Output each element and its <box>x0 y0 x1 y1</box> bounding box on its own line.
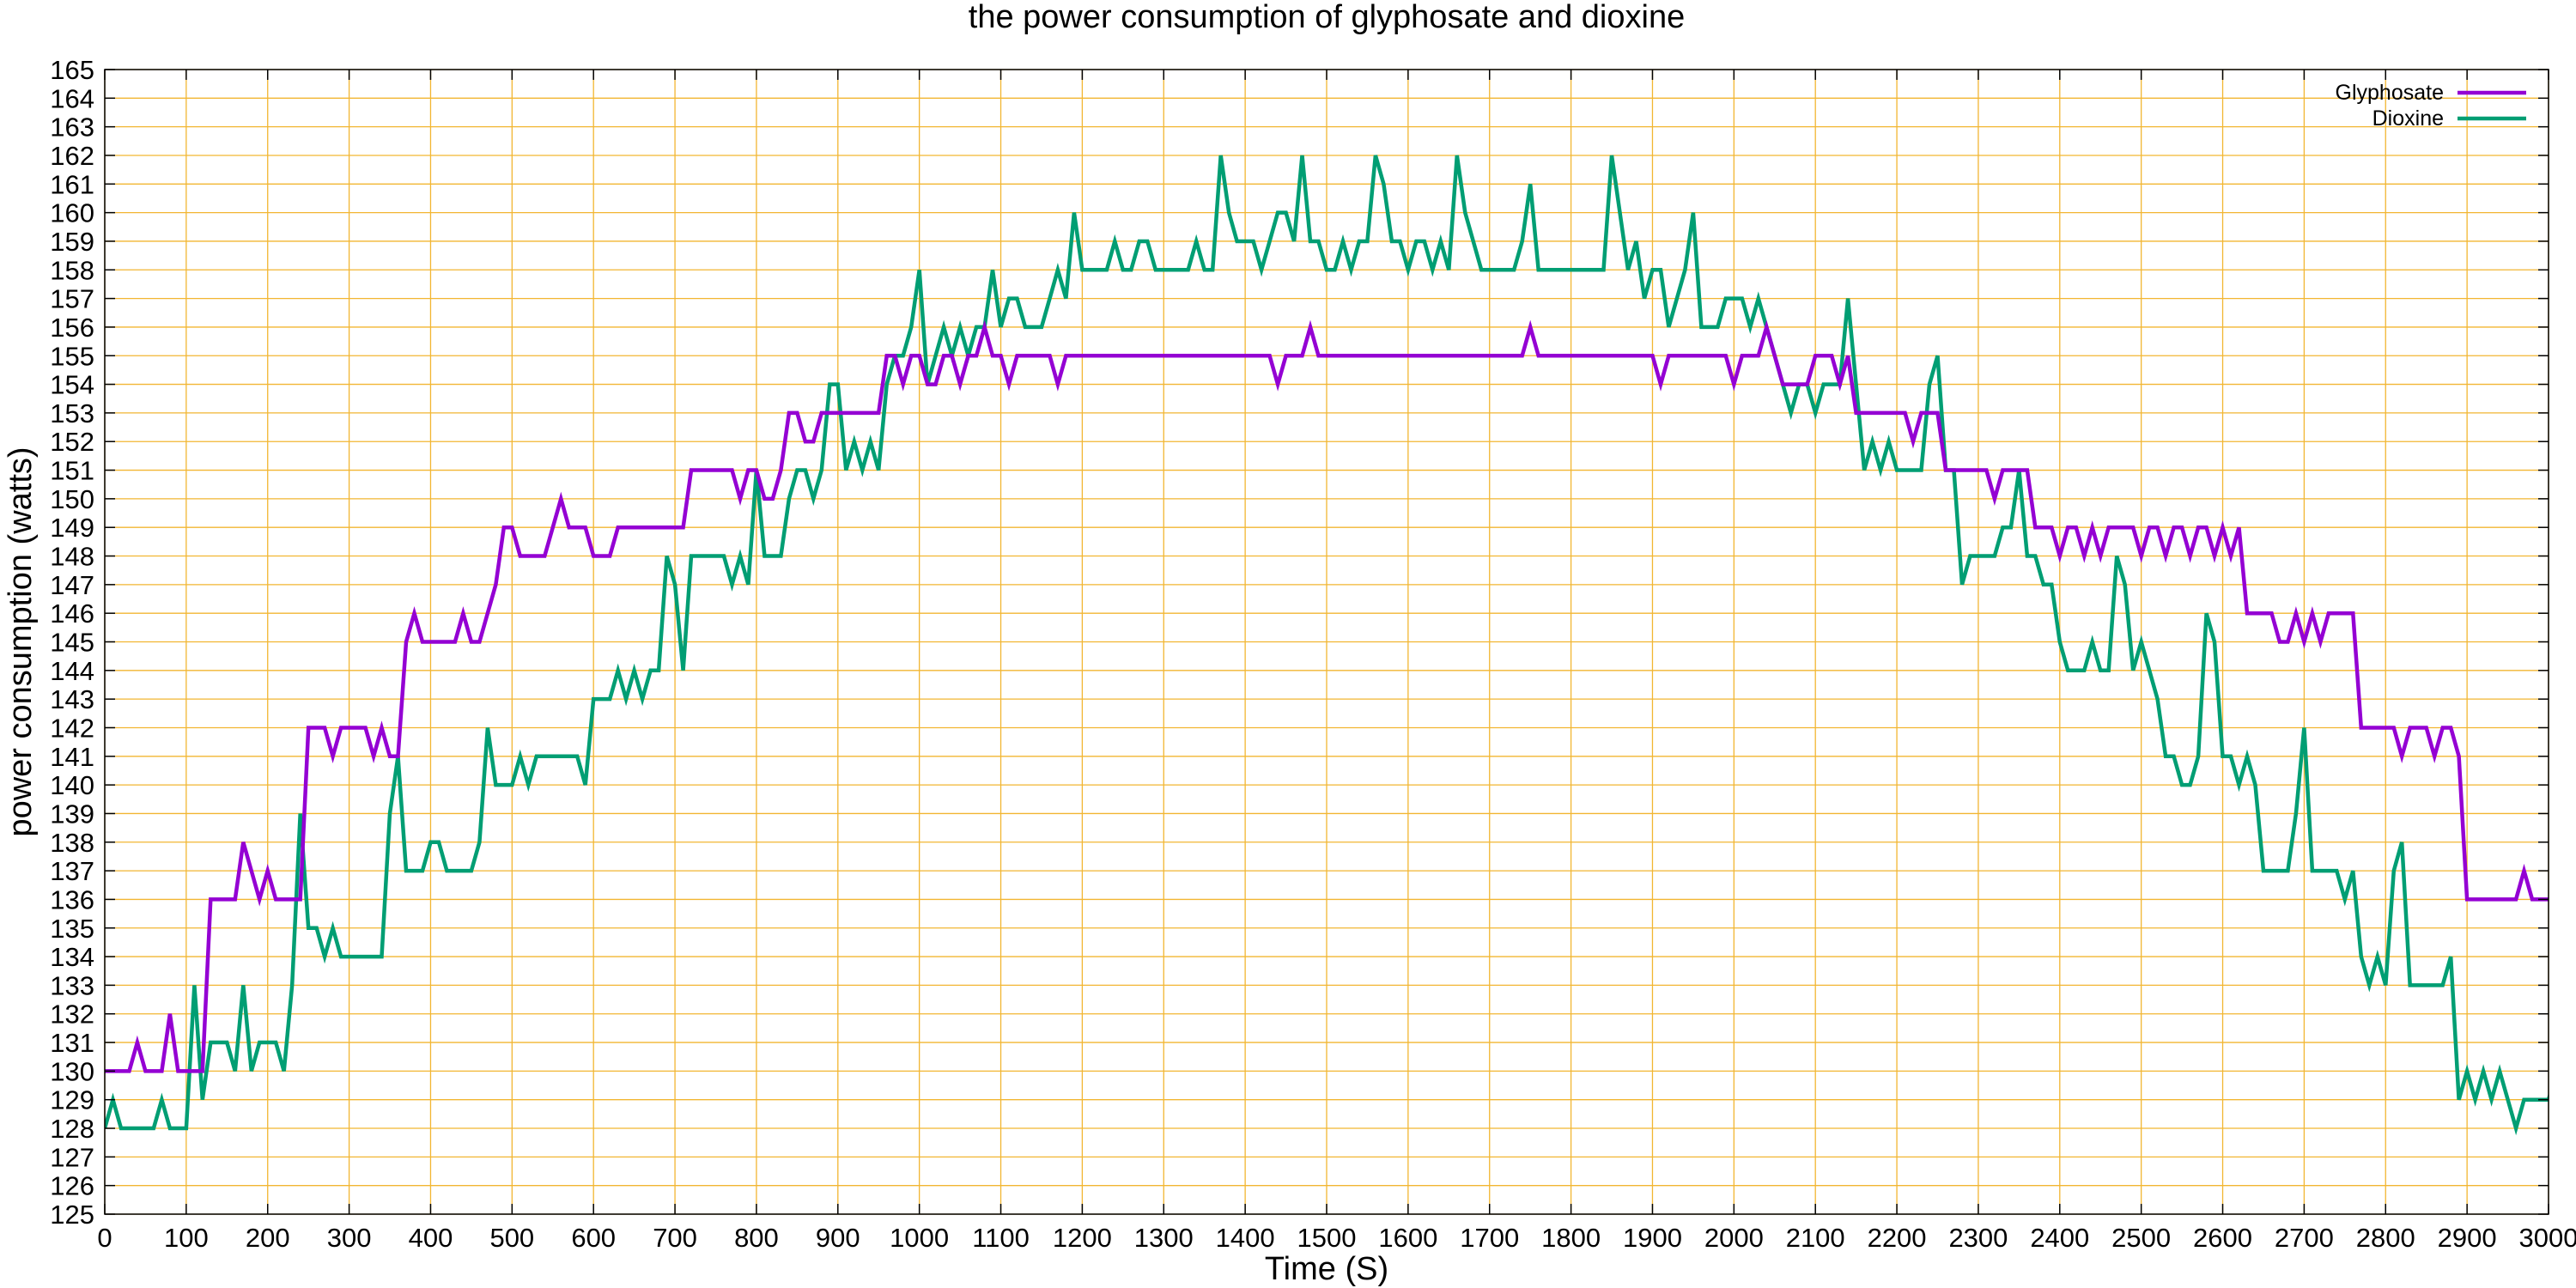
x-tick-label: 1200 <box>1053 1223 1112 1253</box>
y-axis-title: power consumption (watts) <box>3 447 39 836</box>
y-tick-label: 144 <box>50 656 94 686</box>
x-tick-label: 900 <box>816 1223 860 1253</box>
x-tick-label: 2400 <box>2030 1223 2089 1253</box>
series-line-dioxine <box>105 155 2549 1136</box>
y-tick-label: 164 <box>50 83 94 113</box>
y-tick-label: 145 <box>50 628 94 658</box>
x-tick-label: 2600 <box>2193 1223 2252 1253</box>
y-tick-label: 163 <box>50 112 94 143</box>
x-tick-label: 2500 <box>2111 1223 2171 1253</box>
x-tick-label: 1100 <box>972 1223 1030 1253</box>
x-tick-label: 1000 <box>890 1223 949 1253</box>
x-tick-label: 0 <box>97 1223 112 1253</box>
grid <box>104 69 2549 1215</box>
y-tick-label: 162 <box>50 141 94 171</box>
y-tick-label: 139 <box>50 799 94 829</box>
x-tick-label: 2000 <box>1704 1223 1764 1253</box>
y-tick-label: 165 <box>50 55 94 85</box>
y-tick-label: 140 <box>50 770 94 800</box>
x-tick-label: 1500 <box>1297 1223 1357 1253</box>
y-tick-label: 146 <box>50 598 94 629</box>
y-tick-label: 151 <box>50 456 94 486</box>
y-tick-label: 160 <box>50 198 94 228</box>
x-tick-label: 2200 <box>1868 1223 1927 1253</box>
x-tick-label: 700 <box>653 1223 697 1253</box>
x-tick-label: 1400 <box>1216 1223 1275 1253</box>
y-tick-label: 141 <box>50 742 94 772</box>
y-tick-label: 127 <box>50 1142 94 1172</box>
y-tick-label: 152 <box>50 427 94 457</box>
y-tick-label: 135 <box>50 914 94 944</box>
y-tick-label: 150 <box>50 484 94 514</box>
y-tick-label: 128 <box>50 1114 94 1144</box>
axis-ticks: 1251261271281291301311321331341351361371… <box>50 55 2576 1253</box>
y-tick-label: 154 <box>50 370 94 400</box>
x-tick-label: 100 <box>164 1223 209 1253</box>
y-tick-label: 137 <box>50 856 94 886</box>
y-tick-label: 156 <box>50 313 94 343</box>
y-tick-label: 134 <box>50 942 94 972</box>
y-tick-label: 136 <box>50 884 94 914</box>
y-tick-label: 130 <box>50 1056 94 1086</box>
y-tick-label: 142 <box>50 713 94 743</box>
y-tick-label: 148 <box>50 542 94 572</box>
y-tick-label: 125 <box>50 1200 94 1230</box>
series-line-glyphosate <box>105 319 2549 1073</box>
y-tick-label: 143 <box>50 684 94 714</box>
x-tick-label: 800 <box>734 1223 779 1253</box>
x-tick-label: 300 <box>327 1223 372 1253</box>
legend-label: Dioxine <box>2372 106 2444 131</box>
x-tick-label: 500 <box>489 1223 534 1253</box>
y-tick-label: 161 <box>50 169 94 199</box>
x-axis-title: Time (S) <box>1265 1251 1388 1287</box>
x-tick-label: 2100 <box>1786 1223 1845 1253</box>
legend-label: Glyphosate <box>2336 81 2444 105</box>
x-tick-label: 2700 <box>2275 1223 2334 1253</box>
x-tick-label: 2800 <box>2356 1223 2415 1253</box>
x-tick-label: 3000 <box>2519 1223 2576 1253</box>
x-tick-label: 1700 <box>1460 1223 1519 1253</box>
y-tick-label: 131 <box>50 1028 94 1058</box>
x-tick-label: 1600 <box>1378 1223 1437 1253</box>
y-tick-label: 153 <box>50 398 94 428</box>
x-tick-label: 2300 <box>1948 1223 2008 1253</box>
y-tick-label: 158 <box>50 255 94 285</box>
y-tick-label: 126 <box>50 1171 94 1201</box>
x-tick-label: 200 <box>246 1223 290 1253</box>
x-tick-label: 1300 <box>1134 1223 1194 1253</box>
x-tick-label: 400 <box>409 1223 453 1253</box>
x-tick-label: 1800 <box>1541 1223 1601 1253</box>
y-tick-label: 132 <box>50 999 94 1030</box>
y-tick-label: 157 <box>50 284 94 314</box>
chart-title: the power consumption of glyphosate and … <box>969 0 1685 35</box>
y-tick-label: 147 <box>50 570 94 600</box>
y-tick-label: 159 <box>50 227 94 257</box>
y-tick-label: 129 <box>50 1085 94 1115</box>
x-tick-label: 2900 <box>2438 1223 2497 1253</box>
y-tick-label: 138 <box>50 828 94 858</box>
y-tick-label: 155 <box>50 341 94 371</box>
x-tick-label: 600 <box>571 1223 616 1253</box>
x-tick-label: 1900 <box>1623 1223 1682 1253</box>
y-tick-label: 149 <box>50 513 94 543</box>
series-lines <box>105 155 2549 1136</box>
y-tick-label: 133 <box>50 970 94 1000</box>
